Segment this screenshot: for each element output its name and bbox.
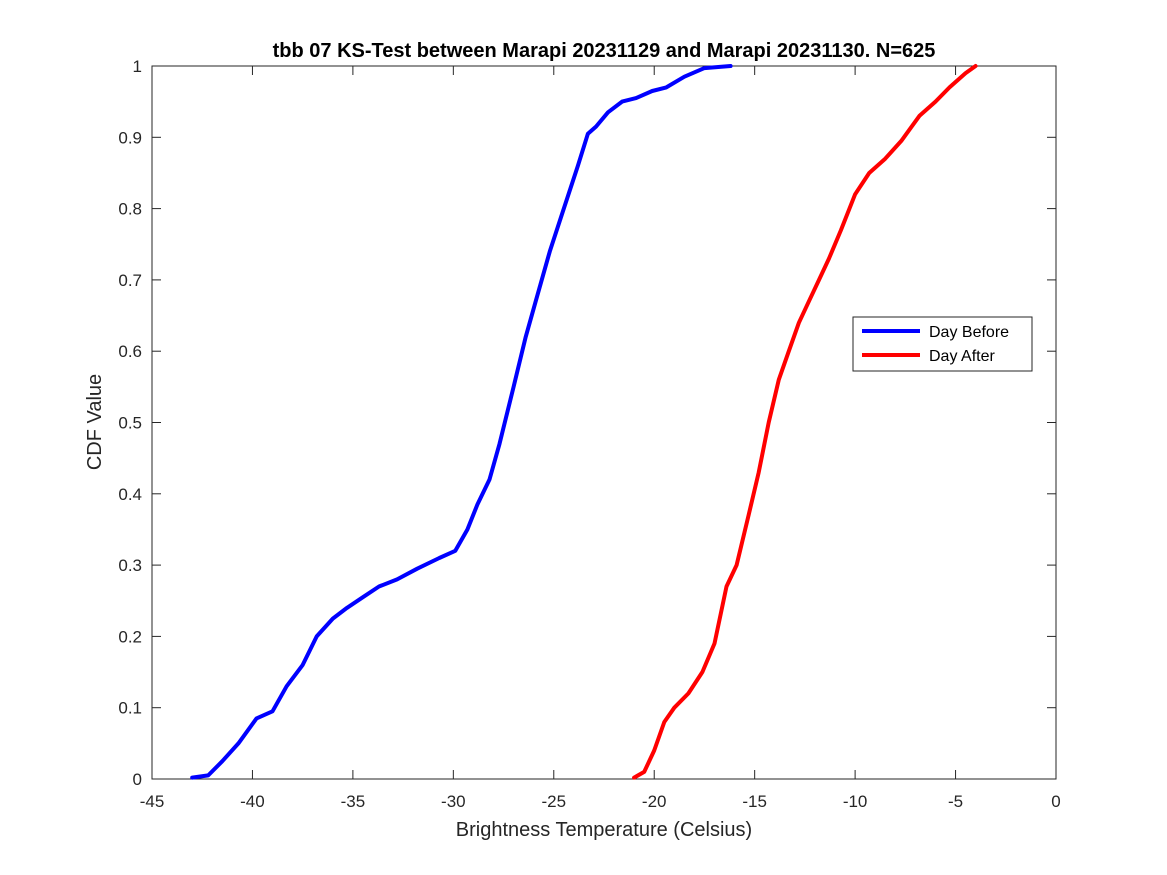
- chart-title: tbb 07 KS-Test between Marapi 20231129 a…: [273, 40, 936, 62]
- x-tick-label: -15: [742, 792, 767, 811]
- legend-label-day-after: Day After: [929, 348, 995, 365]
- x-tick-label: -40: [240, 792, 265, 811]
- y-tick-label: 0.5: [118, 414, 142, 433]
- legend-label-day-before: Day Before: [929, 324, 1009, 341]
- x-tick-label: -30: [441, 792, 466, 811]
- series-line-day-after: [632, 64, 978, 780]
- y-tick-label: 0.4: [118, 485, 142, 504]
- y-tick-label: 0.7: [118, 271, 142, 290]
- x-tick-label: -25: [541, 792, 566, 811]
- legend: Day Before Day After: [852, 316, 1033, 372]
- x-tick-label: 0: [1051, 792, 1060, 811]
- x-tick-label: -10: [843, 792, 868, 811]
- y-axis-ticks: 0 0.1 0.2 0.3 0.4 0.5 0.6 0.7 0.8 0.9 1: [118, 57, 1056, 789]
- y-tick-label: 0: [133, 770, 142, 789]
- y-tick-label: 0.6: [118, 342, 142, 361]
- legend-box: [852, 316, 1033, 372]
- x-tick-label: -45: [140, 792, 165, 811]
- y-tick-label: 1: [133, 57, 142, 76]
- y-axis-label: CDF Value: [84, 374, 106, 470]
- y-tick-label: 0.8: [118, 200, 142, 219]
- x-tick-label: -20: [642, 792, 667, 811]
- plot-area: [151, 65, 1057, 780]
- y-tick-label: 0.3: [118, 556, 142, 575]
- x-axis-ticks: -45 -40 -35 -30 -25 -20 -15 -10 -5 0: [140, 66, 1061, 811]
- y-tick-label: 0.9: [118, 128, 142, 147]
- y-tick-label: 0.1: [118, 699, 142, 718]
- x-tick-label: -5: [948, 792, 963, 811]
- series-line-day-before: [190, 64, 733, 780]
- y-tick-label: 0.2: [118, 627, 142, 646]
- x-axis-label: Brightness Temperature (Celsius): [456, 819, 752, 841]
- x-tick-label: -35: [341, 792, 366, 811]
- series-layer: [190, 64, 978, 780]
